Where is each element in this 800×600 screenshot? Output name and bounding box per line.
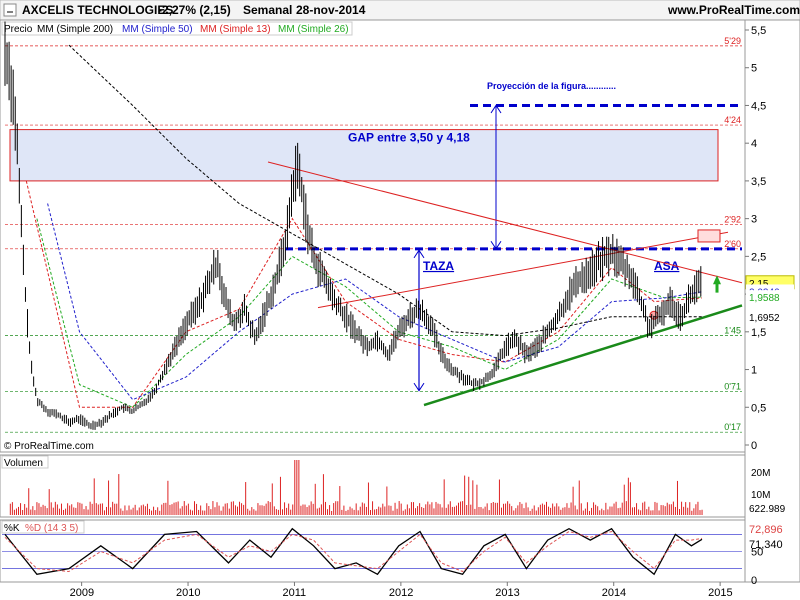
axis-tick-label: 1 <box>751 365 757 377</box>
level-label: 2'92 <box>724 215 741 225</box>
price-legend: Precio MM (Simple 200) MM (Simple 50) MM… <box>1 21 353 36</box>
projection-label: Proyección de la figura............ <box>487 81 616 91</box>
stoch-tick-label: 50 <box>751 547 763 559</box>
site-label: www.ProRealTime.com <box>667 3 800 17</box>
volume-label: Volumen <box>4 458 43 469</box>
axis-tick-label: 0,5 <box>751 402 766 414</box>
sma-line <box>36 218 703 408</box>
arrow-head <box>413 382 425 392</box>
legend-mm26: MM (Simple 26) <box>278 24 349 35</box>
x-tick-label: 2013 <box>495 587 519 599</box>
axis-tick-label: 5,5 <box>751 25 766 37</box>
axis-tick-label: 3 <box>751 214 757 226</box>
up-arrow-icon <box>713 275 721 293</box>
last-value-label: 2,15 <box>749 279 769 290</box>
stoch-label-k: %K <box>4 523 20 534</box>
axis-tick-label: 4 <box>751 138 757 150</box>
price-layer: GAP entre 3,50 y 4,18 5'29 4'24 2'92 2'60 1'4… <box>4 21 743 433</box>
stoch-last-value: 71,340 <box>749 539 783 551</box>
level-label: 0'71 <box>724 381 741 391</box>
x-tick-label: 2010 <box>176 587 200 599</box>
stoch-tick-label: 0 <box>751 575 757 587</box>
volume-tick-label: 10M <box>751 490 770 501</box>
resistance-trendline <box>267 161 743 284</box>
legend-mm50: MM (Simple 50) <box>122 24 193 35</box>
stoch-k-line <box>4 527 703 576</box>
last-value-label: 1,9588 <box>749 293 780 304</box>
target-box <box>697 229 721 243</box>
x-tick-label: 2014 <box>602 587 626 599</box>
arrow-head <box>490 240 502 250</box>
last-value-box <box>746 290 794 304</box>
sma-line <box>68 44 702 337</box>
axis-tick-label: 3,5 <box>751 176 766 188</box>
legend-mm13: MM (Simple 13) <box>200 24 271 35</box>
volume-tick-label: 20M <box>751 468 770 479</box>
price-panel <box>0 19 746 453</box>
axis-tick-label: 2,5 <box>751 251 766 263</box>
level-label: 1'45 <box>724 326 741 336</box>
level-label: 2'60 <box>724 239 741 249</box>
sma-line <box>25 180 703 408</box>
copyright: © ProRealTime.com <box>4 441 94 452</box>
support-trendline <box>423 304 743 407</box>
axis-tick-label: 5 <box>751 63 757 75</box>
legend-precio: Precio <box>4 24 33 35</box>
arrow-head <box>490 104 502 114</box>
axis-tick-label: 0 <box>751 440 757 452</box>
stoch-label-d: %D (14 3 5) <box>25 523 78 534</box>
date-label: 28-nov-2014 <box>296 3 366 17</box>
minimize-icon[interactable] <box>3 3 17 17</box>
stoch-panel <box>0 519 746 583</box>
gap-label: GAP entre 3,50 y 4,18 <box>348 131 470 145</box>
price-change: -2,27% (2,15) <box>158 3 231 17</box>
last-value-label: 1,6952 <box>749 313 780 324</box>
volume-last-value: 622.989 <box>749 504 786 515</box>
x-tick-label: 2015 <box>708 587 732 599</box>
x-tick-label: 2011 <box>282 587 306 599</box>
last-value-box <box>746 310 794 324</box>
level-label: 0'17 <box>724 422 741 432</box>
stoch-last-value: 72,896 <box>749 524 783 536</box>
volume-layer <box>9 460 703 515</box>
axis-layer: 5,554,543,532,521,510,502,152,03461,9588… <box>70 25 795 599</box>
arrow-head <box>413 249 425 259</box>
level-label: 5'29 <box>724 36 741 46</box>
sma-line <box>47 203 703 401</box>
stoch-d-line <box>4 530 703 573</box>
stoch-layer <box>2 527 742 576</box>
rising-resistance-line <box>317 231 729 309</box>
level-label: 4'24 <box>724 115 741 125</box>
price-bars <box>4 21 702 430</box>
axis-tick-label: 4,5 <box>751 100 766 112</box>
taza-label: TAZA <box>423 259 454 273</box>
legend-mm200: MM (Simple 200) <box>37 24 113 35</box>
chart-title: AXCELIS TECHNOLOGIES <box>22 3 173 17</box>
x-tick-label: 2012 <box>389 587 413 599</box>
axis-tick-label: 1,5 <box>751 327 766 339</box>
gap-band <box>9 129 719 182</box>
period-label: Semanal <box>243 3 292 17</box>
x-tick-label: 2009 <box>70 587 94 599</box>
